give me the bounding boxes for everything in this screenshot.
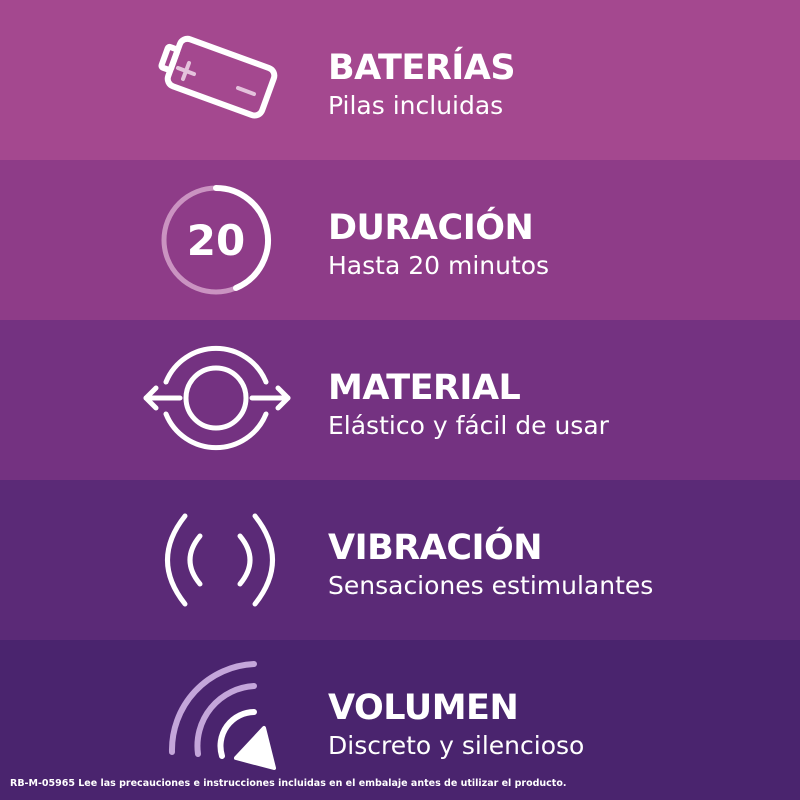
vibration-icon	[165, 513, 275, 607]
feature-row-duracion: 20 DURACIÓN Hasta 20 minutos	[0, 160, 800, 320]
feature-title: DURACIÓN	[328, 208, 534, 248]
feature-subtitle: Elástico y fácil de usar	[328, 411, 609, 440]
timer-number: 20	[187, 216, 245, 265]
feature-row-vibracion: VIBRACIÓN Sensaciones estimulantes	[0, 480, 800, 640]
feature-title: BATERÍAS	[328, 48, 516, 88]
footer-disclaimer: RB-M-05965 Lee las precauciones e instru…	[10, 778, 567, 789]
feature-subtitle: Sensaciones estimulantes	[328, 571, 654, 600]
feature-subtitle: Hasta 20 minutos	[328, 251, 550, 280]
feature-subtitle: Discreto y silencioso	[328, 731, 585, 760]
stretch-ring-icon	[143, 345, 291, 451]
battery-icon	[158, 35, 278, 119]
feature-row-volumen: VOLUMEN Discreto y silencioso	[0, 640, 800, 800]
low-volume-icon	[168, 661, 276, 770]
feature-title: VOLUMEN	[328, 688, 519, 728]
feature-title: VIBRACIÓN	[328, 528, 543, 568]
feature-row-baterias: BATERÍAS Pilas incluidas	[0, 0, 800, 160]
feature-row-material: MATERIAL Elástico y fácil de usar	[0, 320, 800, 480]
feature-title: MATERIAL	[328, 368, 521, 408]
timer-20-icon: 20	[161, 185, 271, 295]
feature-subtitle: Pilas incluidas	[328, 91, 504, 120]
